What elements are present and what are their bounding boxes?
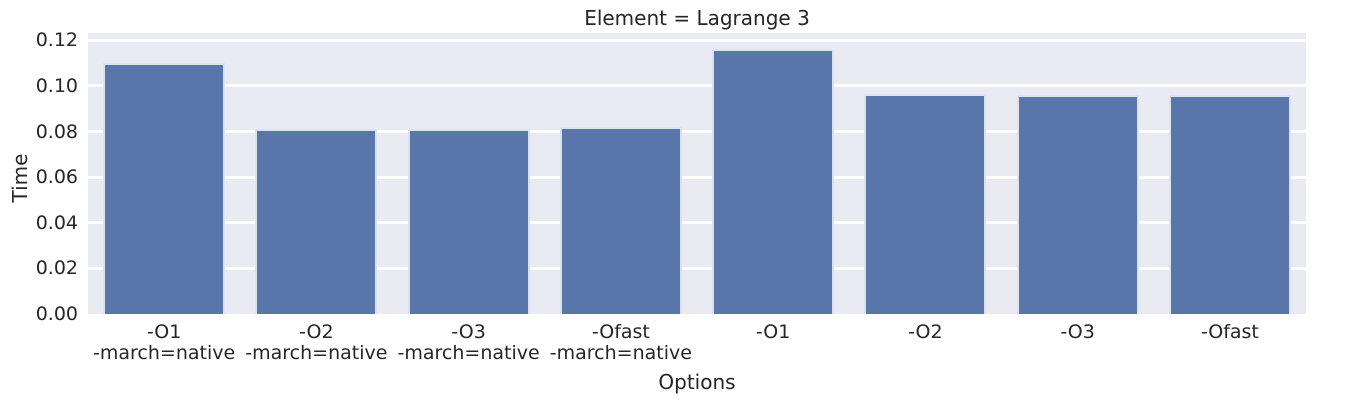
plot-area: [88, 33, 1306, 314]
x-axis-label: Options: [658, 370, 736, 394]
bar: [103, 63, 226, 314]
y-tick-label: 0.08: [35, 120, 78, 143]
gridline: [88, 130, 1306, 134]
y-tick-label: 0.12: [35, 29, 78, 52]
x-tick-label: -O3: [1060, 321, 1095, 343]
x-tick-label: -O1: [755, 321, 791, 343]
y-axis-ticks: 0.00 0.02 0.04 0.06 0.08 0.10 0.12: [0, 29, 78, 324]
bar: [407, 129, 530, 314]
gridline: [88, 84, 1306, 88]
y-tick-label: 0.10: [35, 74, 78, 97]
x-tick-label: -Ofast -march=native: [549, 321, 692, 364]
gridline: [88, 38, 1306, 42]
y-tick-label: 0.00: [35, 303, 78, 325]
gridline: [88, 266, 1306, 270]
y-tick-label: 0.06: [35, 166, 78, 189]
y-tick-label: 0.02: [35, 257, 78, 280]
x-tick-label: -O3 -march=native: [397, 321, 540, 364]
x-tick-label: -O2 -march=native: [245, 321, 388, 364]
bar: [864, 93, 987, 314]
bar: [1168, 95, 1291, 314]
gridline: [88, 221, 1306, 225]
chart-title: Element = Lagrange 3: [584, 6, 810, 30]
x-tick-label: -Ofast: [1200, 321, 1259, 343]
bar: [255, 129, 378, 314]
x-tick-label: -O1 -march=native: [93, 321, 236, 364]
bar: [559, 126, 682, 314]
gridline: [88, 175, 1306, 179]
x-tick-label: -O2: [908, 321, 943, 343]
x-axis-ticks: -O1 -march=native -O2 -march=native -O3 -m…: [88, 322, 1306, 364]
bar: [1016, 95, 1139, 314]
bar: [712, 49, 835, 314]
y-tick-label: 0.04: [35, 211, 78, 234]
